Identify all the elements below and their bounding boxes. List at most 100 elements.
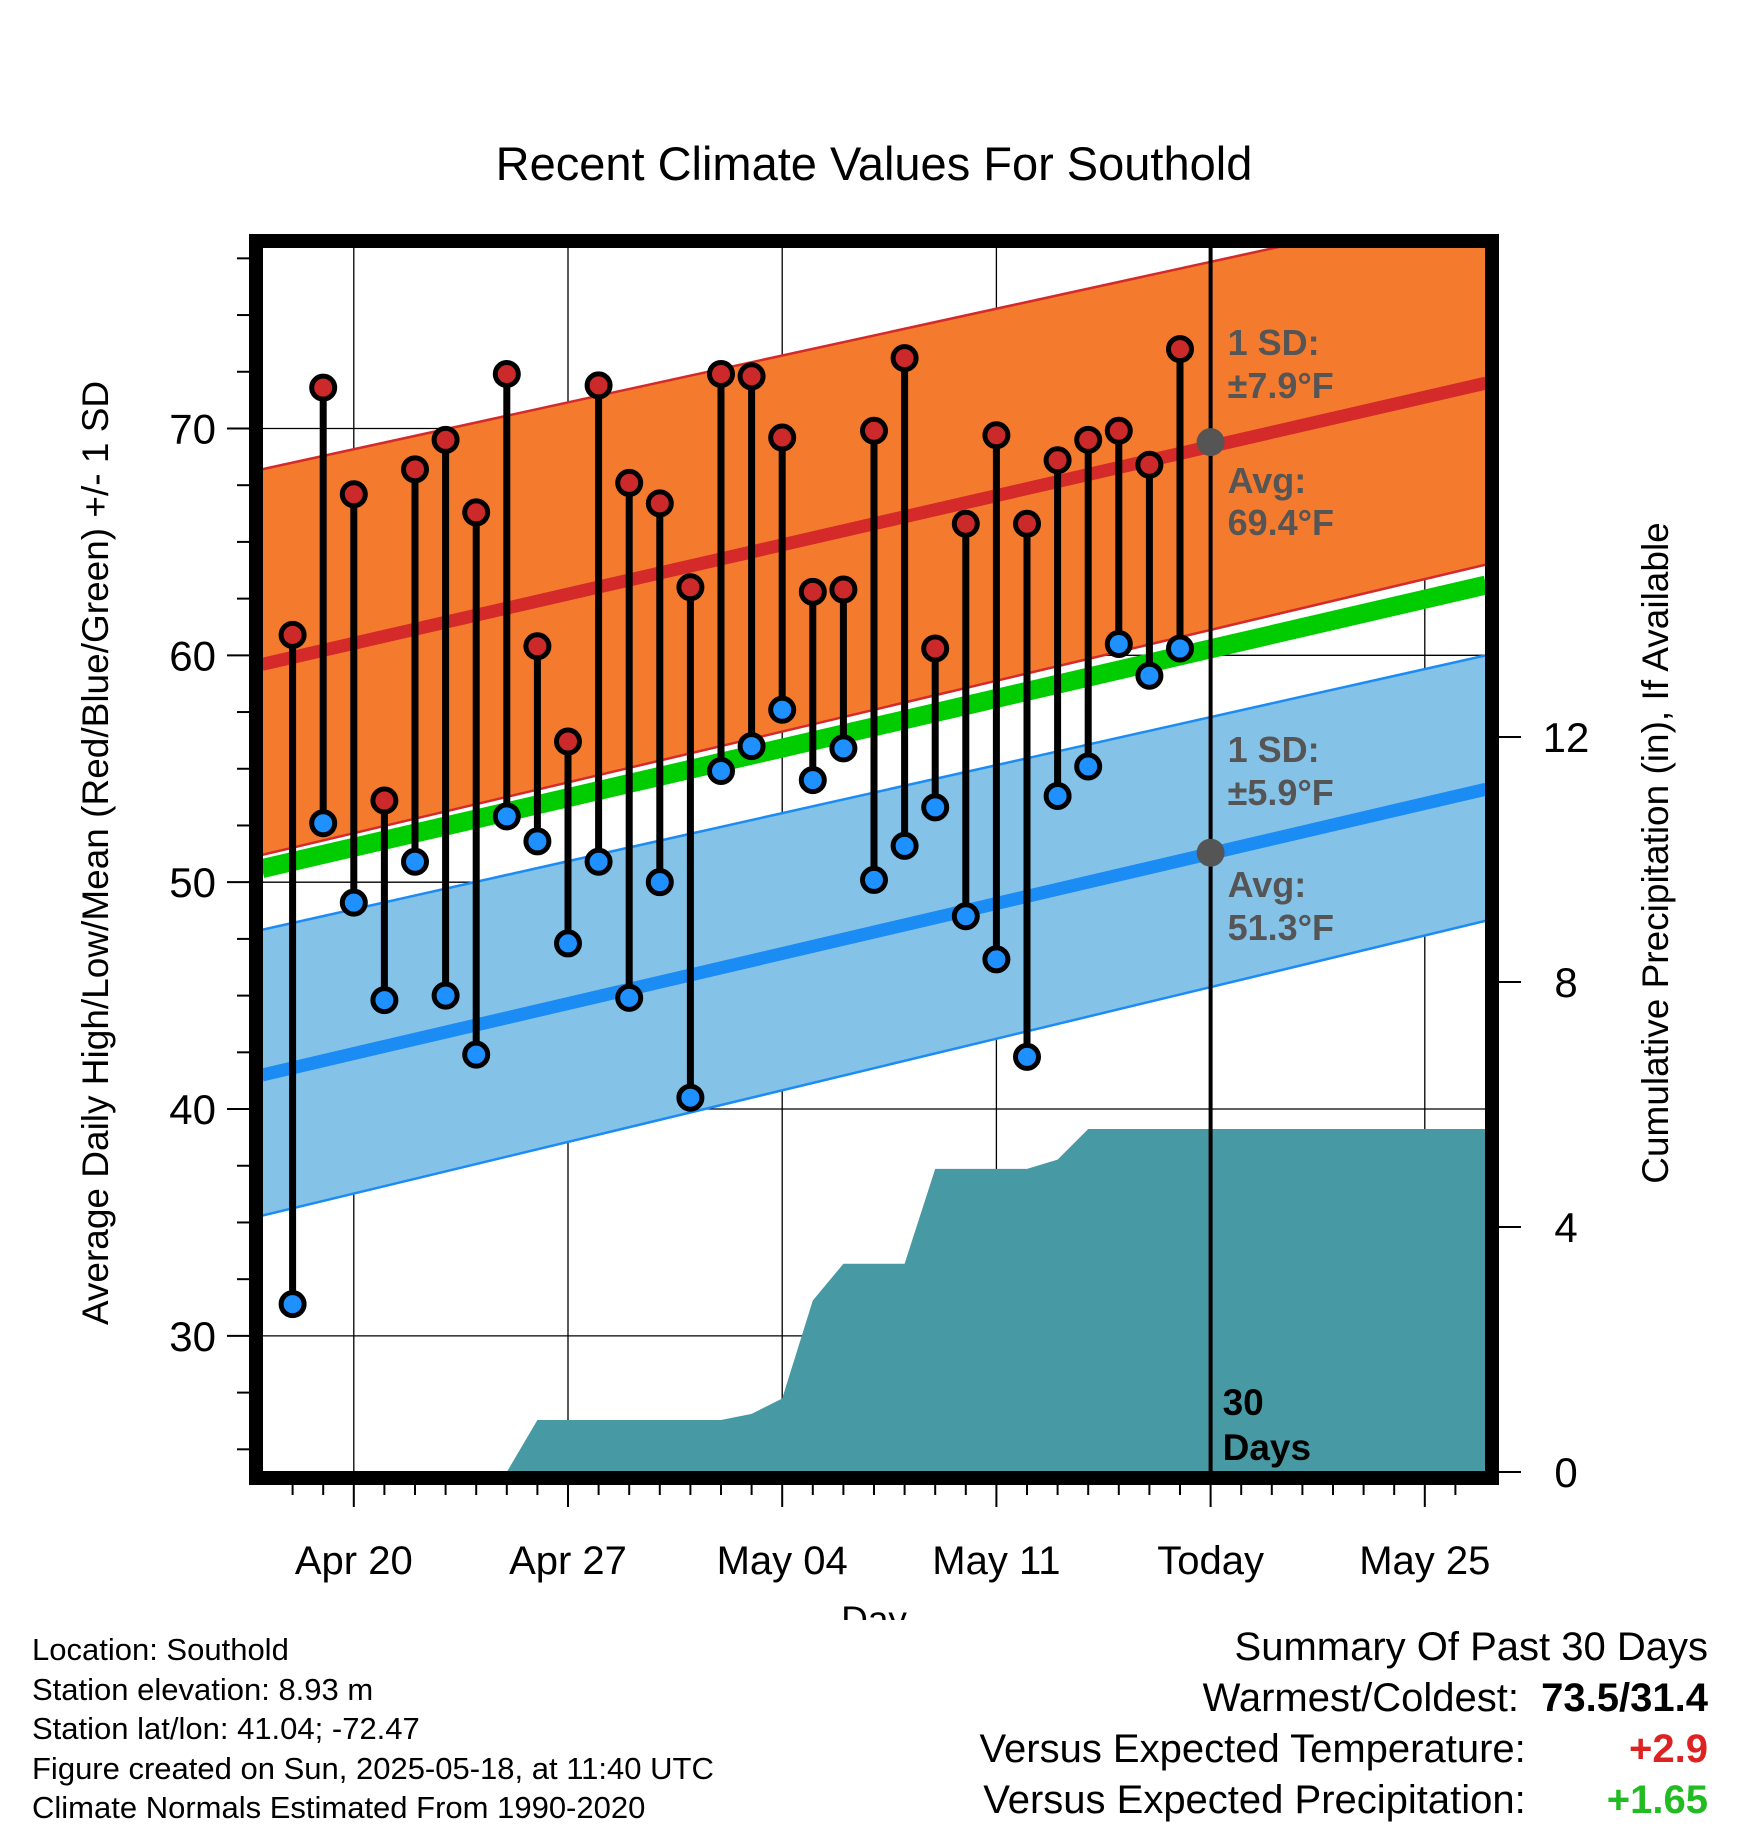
summary-panel: Summary Of Past 30 Days Warmest/Coldest:… xyxy=(980,1622,1708,1826)
daily-high-dot xyxy=(584,371,613,400)
low-sd-label: 1 SD: xyxy=(1228,729,1320,770)
daily-high-dot xyxy=(645,489,674,518)
daily-high-dot xyxy=(737,362,766,391)
daily-low-dot xyxy=(278,1290,307,1319)
y2-tick-label: 12 xyxy=(1543,714,1590,761)
daily-high-dot xyxy=(860,416,888,445)
daily-low-dot xyxy=(645,868,674,897)
daily-low-dot xyxy=(401,847,429,876)
daily-high-dot xyxy=(890,344,919,373)
low-avg-marker xyxy=(1196,838,1225,867)
axes: 30 40 50 60 70 0 4 8 12 Apr 20 Apr 27 May 04 May 11 T… xyxy=(169,234,1590,1583)
daily-low-dot xyxy=(1166,634,1194,663)
daily-high-dot xyxy=(829,575,858,604)
daily-low-dot xyxy=(951,902,980,931)
daily-low-dot xyxy=(309,809,338,838)
high-sd-label: 1 SD: xyxy=(1228,322,1320,363)
daily-low-dot xyxy=(339,888,368,917)
daily-high-dot xyxy=(921,634,950,663)
temp-row: Versus Expected Temperature: +2.9 xyxy=(980,1724,1708,1775)
climate-chart: Recent Climate Values For Southold Avera… xyxy=(75,137,1676,1620)
y2-tick-label: 0 xyxy=(1554,1449,1577,1496)
x-tick-label: Apr 20 xyxy=(295,1539,413,1583)
high-avg-value: 69.4°F xyxy=(1228,502,1334,543)
daily-low-dot xyxy=(921,793,950,822)
daily-marks xyxy=(278,247,1225,1472)
y-tick-label: 40 xyxy=(169,1086,216,1133)
daily-high-dot xyxy=(798,577,827,606)
days-count-number: 30 xyxy=(1223,1382,1264,1423)
x-tick-label: Today xyxy=(1157,1539,1264,1583)
daily-low-dot xyxy=(1104,629,1133,658)
summary-title: Summary Of Past 30 Days xyxy=(1234,1625,1708,1669)
daily-low-dot xyxy=(1013,1042,1041,1071)
daily-high-dot xyxy=(278,620,307,649)
x-tick-label: May 25 xyxy=(1359,1539,1490,1583)
y-tick-label: 60 xyxy=(169,632,216,679)
daily-high-dot xyxy=(523,632,552,661)
precip-value: +1.65 xyxy=(1606,1778,1708,1822)
low-avg-value: 51.3°F xyxy=(1228,907,1334,948)
warm-cold-value: 73.5/31.4 xyxy=(1541,1676,1708,1720)
daily-high-dot xyxy=(370,786,399,815)
daily-low-dot xyxy=(798,766,827,795)
daily-low-dot xyxy=(554,929,582,958)
precip-label: Versus Expected Precipitation: xyxy=(983,1778,1526,1822)
temp-label: Versus Expected Temperature: xyxy=(979,1727,1526,1771)
daily-low-dot xyxy=(768,695,797,724)
station-info: Location: Southold Station elevation: 8.… xyxy=(32,1630,714,1828)
daily-high-dot xyxy=(982,421,1011,450)
y-tick-label: 30 xyxy=(169,1313,216,1360)
high-avg-marker xyxy=(1196,428,1225,457)
days-count-label: Days xyxy=(1223,1427,1311,1468)
high-sd-value: ±7.9°F xyxy=(1228,365,1334,406)
daily-high-dot xyxy=(768,423,797,452)
temp-value: +2.9 xyxy=(1629,1727,1708,1771)
daily-high-dot xyxy=(1013,509,1041,538)
daily-high-dot xyxy=(951,509,980,538)
chart-title: Recent Climate Values For Southold xyxy=(496,137,1253,190)
daily-low-dot xyxy=(370,986,399,1015)
y2-tick-label: 8 xyxy=(1554,959,1577,1006)
daily-low-dot xyxy=(829,734,858,763)
daily-low-dot xyxy=(890,831,919,860)
precip-row: Versus Expected Precipitation: +1.65 xyxy=(980,1775,1708,1826)
daily-high-dot xyxy=(309,373,338,402)
daily-high-dot xyxy=(401,455,429,484)
normal-low-line xyxy=(262,782,1486,1082)
elevation-text: Station elevation: 8.93 m xyxy=(32,1671,374,1707)
created-text: Figure created on Sun, 2025-05-18, at 11… xyxy=(32,1750,714,1786)
daily-high-dot xyxy=(492,360,521,389)
low-sd-value: ±5.9°F xyxy=(1228,772,1334,813)
x-tick-label: May 04 xyxy=(717,1539,848,1583)
y-axis-label: Average Daily High/Low/Mean (Red/Blue/Gr… xyxy=(75,381,116,1325)
x-tick-label: May 11 xyxy=(932,1539,1060,1583)
daily-high-dot xyxy=(339,480,368,509)
daily-high-dot xyxy=(1166,335,1194,364)
daily-high-dot xyxy=(1135,450,1164,479)
daily-high-dot xyxy=(431,425,460,454)
daily-high-dot xyxy=(462,498,491,527)
daily-low-dot xyxy=(1043,781,1072,810)
x-axis-label: Day xyxy=(841,1599,907,1620)
low-avg-label: Avg: xyxy=(1228,864,1307,905)
daily-high-dot xyxy=(1104,416,1133,445)
y-tick-label: 70 xyxy=(169,405,216,452)
daily-low-dot xyxy=(676,1083,705,1112)
warm-cold-label: Warmest/Coldest: xyxy=(1202,1676,1519,1720)
daily-low-dot xyxy=(523,827,552,856)
daily-low-dot xyxy=(584,847,613,876)
y2-tick-label: 4 xyxy=(1554,1204,1577,1251)
daily-high-dot xyxy=(615,468,644,497)
daily-high-dot xyxy=(1043,446,1072,475)
daily-high-dot xyxy=(554,727,582,756)
daily-low-dot xyxy=(707,757,735,786)
daily-high-dot xyxy=(676,573,705,602)
daily-low-dot xyxy=(615,983,644,1012)
cumulative-precip-area xyxy=(506,1129,1486,1472)
daily-high-dot xyxy=(1074,425,1103,454)
x-tick-label: Apr 27 xyxy=(509,1539,627,1583)
latlon-text: Station lat/lon: 41.04; -72.47 xyxy=(32,1711,420,1746)
plot-frame xyxy=(249,234,1499,1485)
